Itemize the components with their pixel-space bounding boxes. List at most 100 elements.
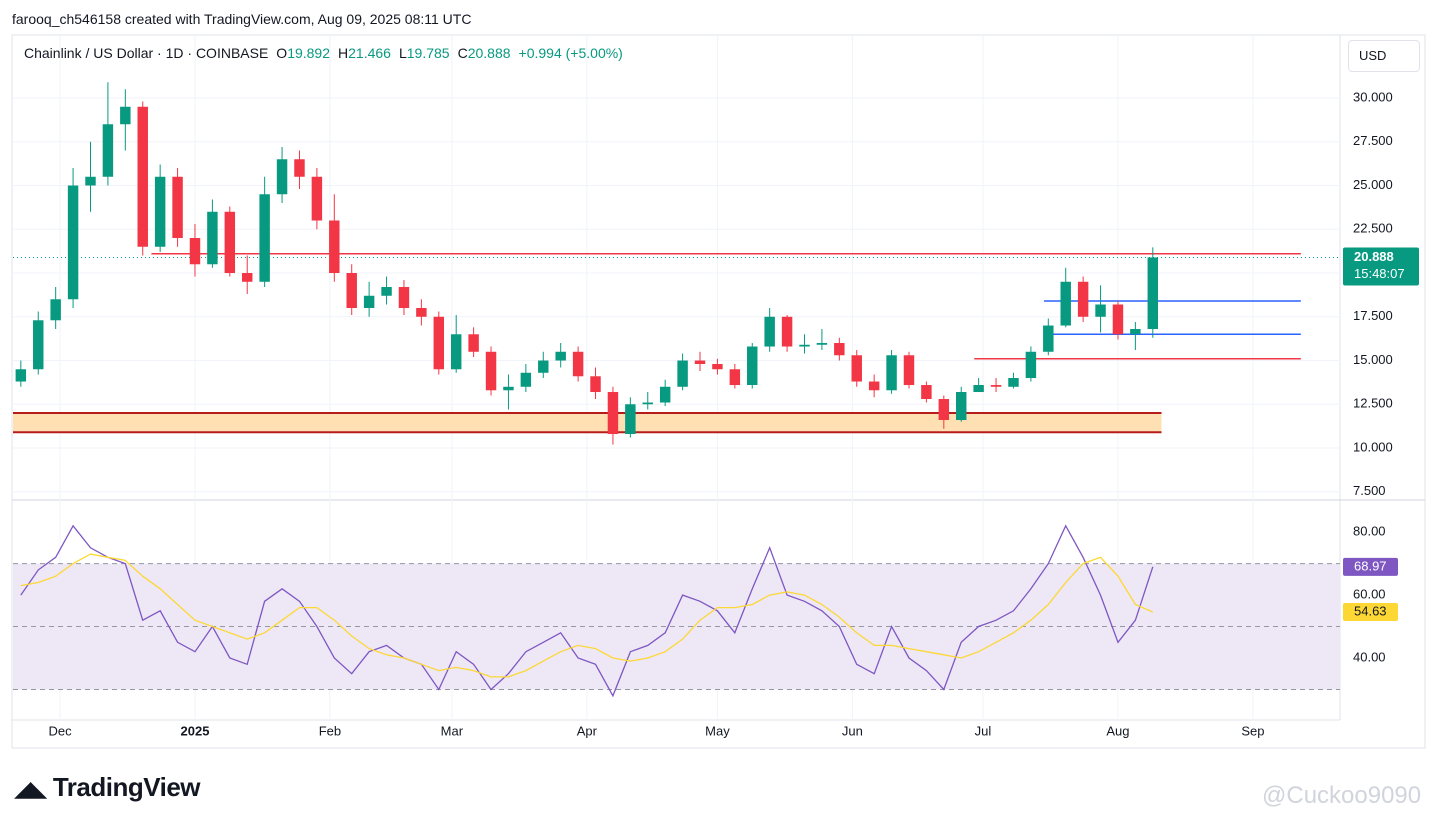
ohlc-part: H (338, 45, 349, 61)
x-tick-label: 2025 (181, 723, 210, 738)
candle-body (224, 211, 236, 274)
candle-body (450, 334, 462, 370)
candle-body (816, 343, 828, 345)
candle-body (921, 385, 932, 400)
candle-body (712, 364, 723, 370)
candle-body (1095, 304, 1106, 317)
candle-body (956, 392, 967, 421)
candle-body (276, 159, 288, 195)
y-tick-label: 15.000 (1353, 352, 1393, 367)
candle-body (50, 299, 61, 321)
price-tag (1343, 247, 1419, 286)
ohlc-part: O (276, 45, 288, 61)
y-tick-label: 7.500 (1353, 483, 1386, 498)
y-tick-label: 17.500 (1353, 308, 1393, 323)
x-tick-label: Sep (1241, 723, 1264, 738)
candle-body (1077, 281, 1089, 317)
candle-body (120, 106, 131, 125)
candle-body (15, 369, 27, 382)
rsi-band (13, 563, 1340, 690)
candle-body (973, 385, 984, 393)
candle-body (1060, 281, 1071, 326)
ohlc-item: H21.466 (338, 45, 391, 61)
ohlc-part: C (457, 45, 468, 61)
candle-body (834, 343, 845, 356)
candle-body (154, 176, 166, 247)
symbol-title: Chainlink / US Dollar · 1D · COINBASE (24, 45, 269, 61)
rsi-line (20, 553, 1154, 678)
candle-body (694, 360, 706, 365)
countdown: 15:48:07 (1354, 266, 1405, 281)
candle-body (1130, 329, 1141, 335)
price-tag-label: 20.888 (1354, 249, 1394, 264)
candle-body (102, 124, 114, 177)
candle-body (868, 381, 880, 391)
candle-body (1112, 304, 1124, 335)
logo[interactable]: ◢◣ TradingView (14, 772, 201, 802)
ohlc-part: 21.466 (348, 45, 391, 61)
currency-button[interactable]: USD (1348, 40, 1420, 72)
candle-body (259, 194, 270, 282)
candle-body (503, 386, 514, 391)
credit: farooq_ch546158 created with TradingView… (12, 11, 472, 27)
candle-body (433, 316, 445, 370)
ohlc-item: C20.888 (458, 45, 511, 61)
candle-body (381, 287, 392, 296)
legend: Chainlink / US Dollar · 1D · COINBASE O1… (24, 45, 623, 61)
candle-body (799, 344, 810, 347)
x-tick-label: Feb (319, 723, 341, 738)
candle-body (1147, 257, 1159, 330)
watermark: @Cuckoo9090 (1262, 782, 1422, 809)
ohlc-part: 19.785 (406, 45, 450, 61)
candle-body (398, 287, 410, 309)
x-tick-label: Jun (842, 723, 863, 738)
ohlc-part: L (398, 45, 407, 61)
y-tick-label: 60.00 (1353, 586, 1386, 601)
candle-body (85, 176, 96, 186)
x-tick-label: Dec (48, 723, 72, 738)
value-tag-label: 68.97 (1354, 558, 1387, 573)
candle-body (607, 392, 619, 435)
candle-body (242, 273, 253, 282)
value-tag-label: 54.63 (1354, 603, 1387, 618)
x-tick-label: Aug (1106, 723, 1129, 738)
candle-body (781, 316, 793, 347)
ohlc-item: O19.892 (276, 45, 330, 61)
frame (11, 34, 1426, 749)
candle-body (329, 220, 340, 274)
candle-body (659, 386, 671, 403)
candle-body (538, 360, 549, 373)
candle-body (1043, 325, 1054, 352)
candle-body (172, 176, 183, 239)
candle-body (485, 351, 497, 391)
y-tick-label: 40.00 (1353, 649, 1386, 664)
y-tick-label: 25.000 (1353, 177, 1393, 192)
x-tick-label: Apr (577, 723, 598, 738)
candle-body (207, 211, 218, 265)
candle-body (729, 369, 741, 386)
candle-body (886, 355, 897, 391)
candle-body (189, 238, 201, 265)
candle-body (764, 316, 775, 347)
candle-body (903, 355, 915, 386)
value-tag (1343, 557, 1398, 576)
candle-body (363, 295, 375, 309)
y-tick-label: 30.000 (1353, 89, 1393, 104)
candle-body (416, 308, 427, 317)
candle-body (747, 346, 758, 386)
candle-body (137, 106, 148, 247)
candle-body (33, 320, 44, 370)
y-tick-label: 80.00 (1353, 524, 1386, 539)
candle-body (520, 372, 532, 387)
candle-body (294, 159, 305, 177)
candle-body (851, 355, 862, 382)
rsi-line (20, 524, 1154, 698)
logo-text: TradingView (52, 772, 201, 802)
candle-body (346, 273, 357, 309)
y-tick-label: 12.500 (1353, 396, 1393, 411)
ohlc-part: 20.888 (467, 45, 511, 61)
ohlc-part: 19.892 (287, 45, 331, 61)
x-tick-label: Jul (975, 723, 992, 738)
